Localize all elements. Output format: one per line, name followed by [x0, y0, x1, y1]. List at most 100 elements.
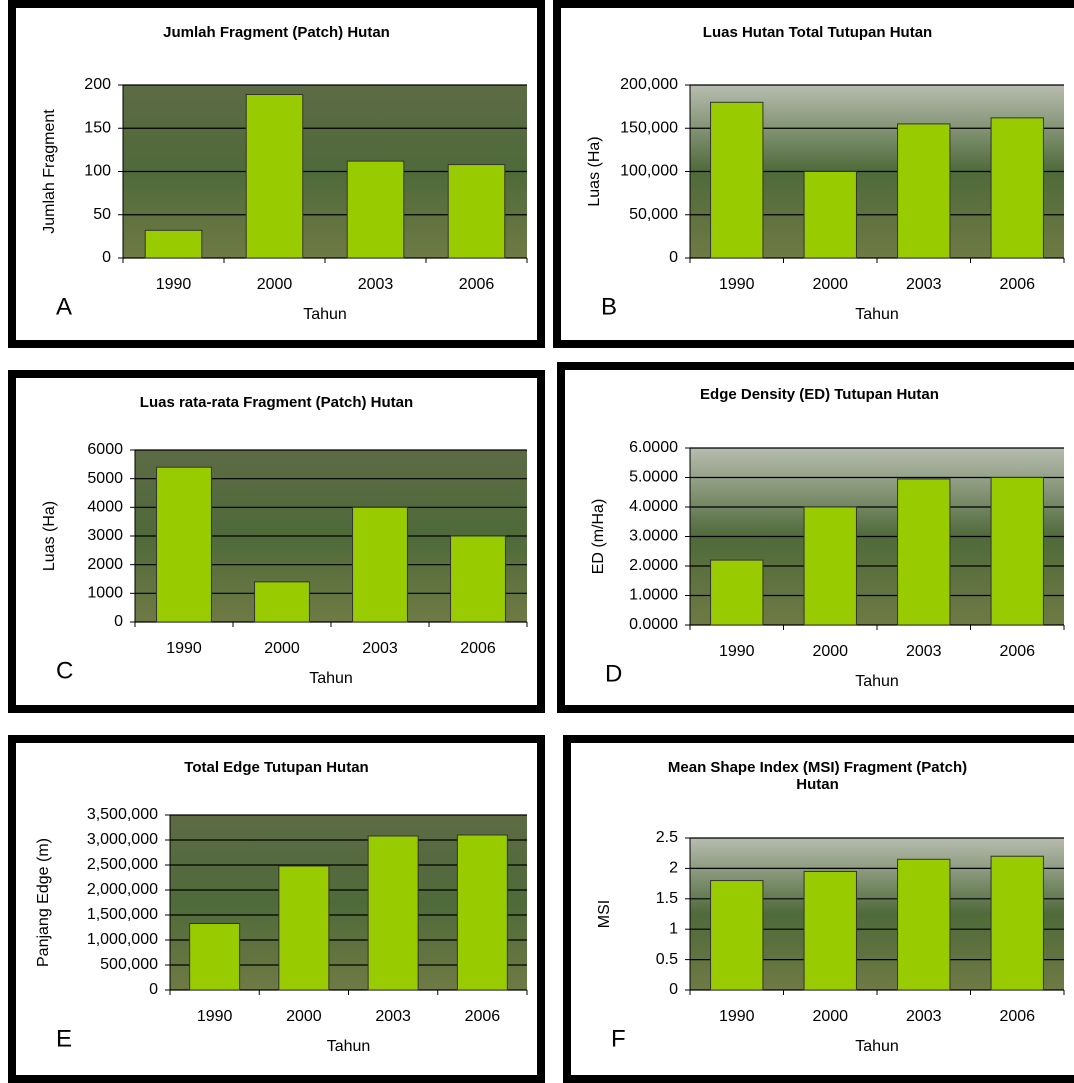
y-tick-label: 0.0000: [629, 616, 678, 633]
y-tick-label: 2,000,000: [87, 881, 158, 898]
y-tick-label: 1,000,000: [87, 931, 158, 948]
x-axis-label: Tahun: [855, 673, 899, 690]
y-tick-label: 0.5: [656, 951, 678, 968]
y-tick-label: 2000: [87, 556, 123, 573]
x-axis-label: Tahun: [855, 1038, 899, 1055]
bar: [347, 161, 404, 258]
x-tick-label: 1990: [719, 643, 755, 660]
x-tick-label: 2003: [358, 276, 394, 293]
bar: [255, 582, 310, 622]
y-tick-label: 4.0000: [629, 498, 678, 515]
y-tick-label: 200,000: [620, 76, 678, 93]
y-tick-label: 50,000: [629, 206, 678, 223]
panel-letter: D: [605, 660, 622, 687]
x-tick-label: 2006: [460, 640, 496, 657]
x-tick-label: 2003: [906, 276, 942, 293]
y-tick-label: 2.0000: [629, 557, 678, 574]
x-tick-label: 2003: [362, 640, 398, 657]
y-tick-label: 5.0000: [629, 469, 678, 486]
bar: [898, 859, 950, 990]
panel-letter: C: [56, 657, 73, 684]
x-tick-label: 2000: [812, 276, 848, 293]
bar: [991, 478, 1043, 626]
x-tick-label: 2000: [286, 1008, 322, 1025]
y-tick-label: 200: [84, 76, 111, 93]
y-tick-label: 50: [93, 206, 111, 223]
bar: [190, 924, 240, 991]
bar: [804, 172, 856, 259]
panel-letter: F: [611, 1025, 626, 1052]
panel-letter: E: [56, 1025, 72, 1052]
y-tick-label: 2: [669, 860, 678, 877]
bar: [804, 507, 856, 625]
y-tick-label: 0: [669, 249, 678, 266]
bar: [145, 230, 202, 258]
y-tick-label: 1.5: [656, 890, 678, 907]
x-tick-label: 2003: [906, 643, 942, 660]
x-tick-label: 2003: [906, 1008, 942, 1025]
chart-title: Edge Density (ED) Tutupan Hutan: [625, 386, 1014, 403]
bar: [246, 95, 303, 258]
x-tick-label: 1990: [197, 1008, 233, 1025]
y-tick-label: 3,500,000: [87, 806, 158, 823]
bar: [711, 560, 763, 625]
y-tick-label: 500,000: [100, 956, 158, 973]
y-tick-label: 1.0000: [629, 587, 678, 604]
bar: [457, 835, 507, 990]
bar: [898, 124, 950, 258]
y-axis-label: Luas (Ha): [41, 501, 58, 571]
chart-title: Mean Shape Index (MSI) Fragment (Patch) …: [651, 759, 984, 793]
bar: [279, 866, 329, 990]
bar: [991, 856, 1043, 990]
y-tick-label: 0: [114, 613, 123, 630]
chart-title: Jumlah Fragment (Patch) Hutan: [76, 24, 477, 41]
y-tick-label: 150: [84, 119, 111, 136]
y-tick-label: 4000: [87, 499, 123, 516]
y-tick-label: 3.0000: [629, 528, 678, 545]
chart: 0.0000 1.0000 2.0000 3.0000 4.0000 5.0000 6.00…: [557, 362, 1074, 713]
x-tick-label: 2000: [812, 1008, 848, 1025]
y-axis-label: MSI: [596, 900, 613, 928]
y-tick-label: 0: [102, 249, 111, 266]
bar: [157, 467, 212, 622]
y-tick-label: 3,000,000: [87, 831, 158, 848]
x-axis-label: Tahun: [855, 306, 899, 323]
chart-panel: 0.0000 1.0000 2.0000 3.0000 4.0000 5.0000 6.00…: [557, 362, 1074, 713]
panel-letter: A: [56, 293, 72, 320]
y-axis-label: Luas (Ha): [586, 136, 603, 206]
x-tick-label: 2000: [264, 640, 300, 657]
y-tick-label: 150,000: [620, 119, 678, 136]
x-tick-label: 1990: [166, 640, 202, 657]
y-tick-label: 1000: [87, 585, 123, 602]
bar: [991, 118, 1043, 258]
x-tick-label: 2000: [812, 643, 848, 660]
x-tick-label: 2003: [375, 1008, 411, 1025]
bar: [368, 836, 418, 990]
x-tick-label: 2000: [257, 276, 293, 293]
bar: [448, 165, 505, 258]
x-tick-label: 2006: [999, 276, 1035, 293]
x-axis-label: Tahun: [327, 1038, 371, 1055]
y-tick-label: 6.0000: [629, 439, 678, 456]
y-tick-label: 0: [669, 981, 678, 998]
x-axis-label: Tahun: [309, 670, 353, 687]
x-tick-label: 1990: [156, 276, 192, 293]
y-tick-label: 3000: [87, 527, 123, 544]
y-tick-label: 1: [669, 920, 678, 937]
y-tick-label: 2,500,000: [87, 856, 158, 873]
x-axis-label: Tahun: [303, 306, 347, 323]
y-axis-label: ED (m/Ha): [590, 499, 607, 575]
y-axis-label: Jumlah Fragment: [41, 109, 58, 234]
y-axis-label: Panjang Edge (m): [35, 838, 52, 967]
bar: [353, 507, 408, 622]
x-tick-label: 2006: [999, 643, 1035, 660]
bar: [711, 102, 763, 258]
bar: [711, 881, 763, 990]
y-tick-label: 1,500,000: [87, 906, 158, 923]
panel-letter: B: [601, 293, 617, 320]
